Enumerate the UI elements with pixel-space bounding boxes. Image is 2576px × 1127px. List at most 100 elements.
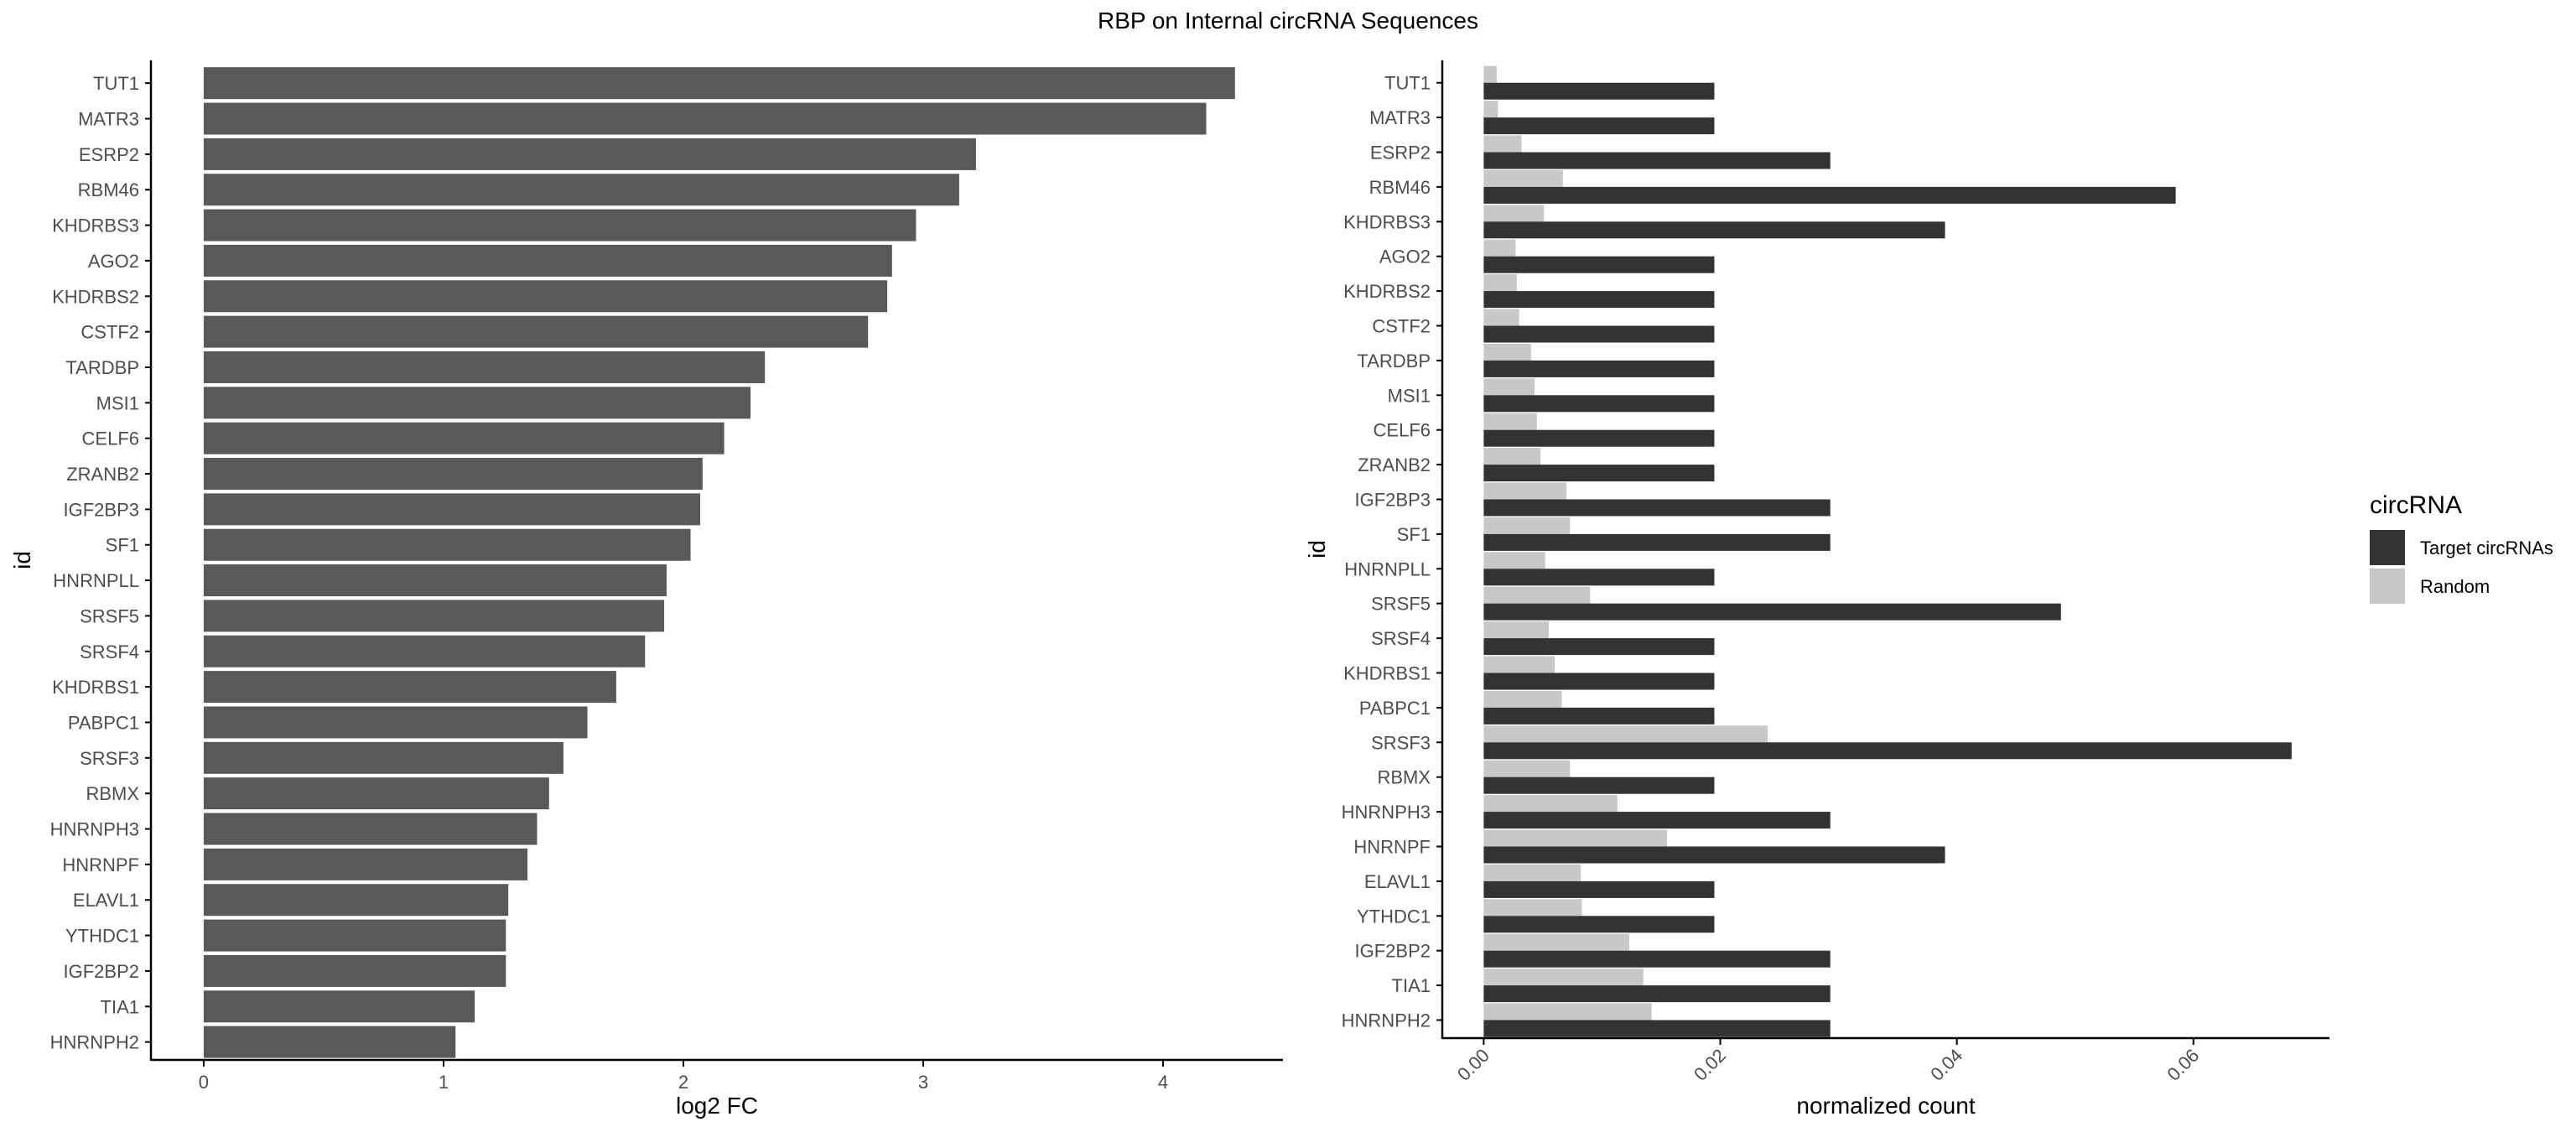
y-tick-label: IGF2BP2 bbox=[1355, 941, 1431, 962]
y-tick-label: ELAVL1 bbox=[1364, 871, 1431, 892]
bar bbox=[203, 884, 509, 917]
y-tick-label: SRSF4 bbox=[1371, 628, 1431, 649]
y-tick-label: HNRNPH3 bbox=[50, 819, 139, 840]
bar-target bbox=[1483, 1020, 1831, 1037]
bar-target bbox=[1483, 707, 1715, 724]
bar bbox=[203, 422, 724, 454]
bar bbox=[203, 315, 869, 348]
bar-random bbox=[1483, 101, 1498, 118]
bar-target bbox=[1483, 742, 2292, 760]
bar-target bbox=[1483, 533, 1831, 551]
bar-random bbox=[1483, 795, 1618, 813]
bar-target bbox=[1483, 846, 1945, 864]
y-tick-label: PABPC1 bbox=[1359, 698, 1431, 719]
y-tick-label: CELF6 bbox=[1374, 420, 1431, 441]
y-tick-label: IGF2BP2 bbox=[64, 961, 139, 982]
bar-random bbox=[1483, 482, 1567, 500]
y-tick-label: AGO2 bbox=[88, 251, 139, 272]
legend-title: circRNA bbox=[2370, 491, 2462, 519]
legend-label: Random bbox=[2420, 576, 2490, 597]
y-tick-label: KHDRBS3 bbox=[1343, 211, 1431, 232]
bar-random bbox=[1483, 135, 1522, 153]
x-tick-label: 3 bbox=[918, 1072, 928, 1093]
bar bbox=[203, 138, 976, 170]
bar-target bbox=[1483, 360, 1715, 377]
y-tick-label: MSI1 bbox=[1388, 385, 1431, 406]
bar bbox=[203, 209, 917, 242]
bar-random bbox=[1483, 309, 1519, 326]
y-tick-label: MSI1 bbox=[96, 392, 139, 413]
y-tick-label: HNRNPLL bbox=[53, 570, 139, 591]
bar bbox=[203, 635, 646, 667]
bar bbox=[203, 387, 751, 419]
y-tick-label: HNRNPLL bbox=[1344, 558, 1431, 579]
x-tick-label: 0 bbox=[199, 1072, 209, 1093]
bar bbox=[203, 777, 549, 810]
bar-random bbox=[1483, 517, 1571, 534]
y-tick-label: KHDRBS1 bbox=[52, 677, 139, 698]
y-tick-label: ESRP2 bbox=[79, 144, 139, 165]
bar bbox=[203, 244, 892, 277]
legend-label: Target circRNAs bbox=[2420, 538, 2553, 558]
bar-random bbox=[1483, 169, 1563, 187]
y-tick-label: YTHDC1 bbox=[1357, 906, 1431, 927]
bar bbox=[203, 813, 538, 845]
bar-random bbox=[1483, 552, 1545, 569]
y-tick-label: RBM46 bbox=[78, 179, 139, 200]
y-tick-label: SRSF4 bbox=[80, 641, 139, 662]
x-tick-label: 0.02 bbox=[1690, 1045, 1730, 1085]
y-tick-label: IGF2BP3 bbox=[64, 499, 139, 520]
y-tick-label: HNRNPF bbox=[1353, 837, 1431, 858]
x-tick-label: 0.06 bbox=[2163, 1045, 2203, 1085]
bar bbox=[203, 564, 667, 597]
bar bbox=[203, 706, 588, 739]
y-tick-label: TARDBP bbox=[65, 357, 139, 378]
y-tick-label: AGO2 bbox=[1379, 247, 1431, 267]
bar bbox=[203, 102, 1207, 135]
bar-target bbox=[1483, 395, 1715, 413]
y-tick-label: YTHDC1 bbox=[65, 926, 139, 947]
bar bbox=[203, 600, 665, 632]
x-axis-label: normalized count bbox=[1796, 1093, 1975, 1119]
bar-target bbox=[1483, 117, 1715, 135]
y-tick-label: CELF6 bbox=[82, 428, 139, 449]
y-tick-label: IGF2BP3 bbox=[1355, 490, 1431, 511]
left-panel: TUT1 MATR3 ESRP2 RBM46 KHDRBS3 AGO2 KHDRBS2 CST… bbox=[9, 60, 1283, 1119]
y-tick-label: CSTF2 bbox=[80, 322, 139, 343]
y-tick-label: SF1 bbox=[106, 535, 139, 556]
bar-random bbox=[1483, 378, 1535, 396]
bar-target bbox=[1483, 638, 1715, 656]
bar-target bbox=[1483, 325, 1715, 343]
y-tick-label: SRSF3 bbox=[80, 748, 139, 769]
bar-target bbox=[1483, 916, 1715, 933]
bar-target bbox=[1483, 776, 1715, 794]
bar bbox=[203, 954, 506, 987]
y-tick-label: ELAVL1 bbox=[73, 890, 139, 911]
y-tick-label: KHDRBS3 bbox=[52, 216, 139, 236]
bar-target bbox=[1483, 186, 2176, 204]
bar-target bbox=[1483, 985, 1831, 1003]
bar-target bbox=[1483, 569, 1715, 586]
y-tick-label: MATR3 bbox=[1369, 107, 1431, 128]
bar-random bbox=[1483, 413, 1537, 430]
bar-random bbox=[1483, 690, 1562, 708]
bar-target bbox=[1483, 603, 2061, 621]
bar bbox=[203, 280, 888, 313]
bar bbox=[203, 458, 703, 491]
bar-random bbox=[1483, 969, 1644, 986]
bar-random bbox=[1483, 343, 1531, 361]
y-tick-label: KHDRBS2 bbox=[52, 286, 139, 307]
bar bbox=[203, 351, 766, 383]
bar-random bbox=[1483, 205, 1545, 222]
y-axis-label: id bbox=[1304, 540, 1330, 558]
y-tick-label: HNRNPH2 bbox=[50, 1032, 139, 1053]
bar-target bbox=[1483, 291, 1715, 309]
bar bbox=[203, 174, 959, 206]
bar-target bbox=[1483, 880, 1715, 898]
y-tick-label: KHDRBS1 bbox=[1343, 663, 1431, 684]
legend: circRNA Target circRNAs Random bbox=[2370, 491, 2553, 604]
legend-swatch bbox=[2370, 569, 2405, 604]
y-tick-label: TIA1 bbox=[1392, 975, 1431, 996]
y-axis-label: id bbox=[9, 551, 35, 569]
